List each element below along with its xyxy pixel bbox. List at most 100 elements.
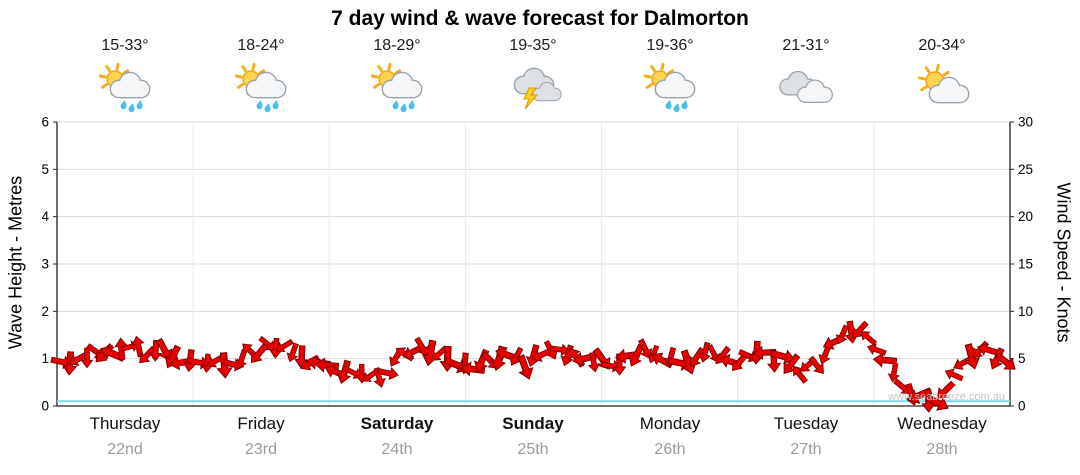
wind-arrow: [275, 338, 294, 353]
left-tick-label: 4: [41, 209, 49, 224]
wind-arrow: [234, 348, 248, 370]
wind-arrow: [698, 341, 711, 363]
left-tick-label: 1: [41, 351, 49, 366]
raindrops-icon: [392, 100, 415, 113]
wind-arrow: [139, 345, 157, 364]
weather-icon: [874, 60, 1010, 118]
day-column: 19-35° Sunday 25th: [465, 0, 601, 475]
wind-arrow: [250, 343, 269, 364]
wind-arrow: [286, 342, 299, 363]
day-name: Tuesday: [773, 414, 839, 433]
temp-range: 21-31°: [782, 37, 830, 54]
raindrops-icon: [120, 100, 143, 113]
temp-range: 19-36°: [646, 37, 694, 54]
day-column: 19-36° Monday 26th: [602, 0, 738, 475]
cloud-icon: [245, 71, 287, 99]
wind-arrow: [977, 342, 1000, 357]
cloud-icon: [797, 79, 833, 104]
wind-arrow: [628, 343, 645, 367]
day-name: Wednesday: [897, 414, 987, 433]
wind-arrow: [414, 336, 429, 357]
day-date: 24th: [381, 441, 413, 458]
day-column: 15-33° Thursday 22nd: [57, 0, 193, 475]
wind-arrow: [783, 353, 801, 375]
wind-arrow: [753, 345, 777, 360]
page-title: 7 day wind & wave forecast for Dalmorton: [331, 7, 749, 30]
day-column: 18-29° Saturday 24th: [329, 0, 465, 475]
day-name: Sunday: [502, 414, 564, 433]
left-tick-label: 5: [41, 162, 49, 177]
raindrops-icon: [256, 100, 279, 113]
day-column: 18-24° Friday 23rd: [193, 0, 329, 475]
wind-arrow: [376, 366, 399, 381]
weather-icon: [329, 60, 465, 118]
watermark: www.seabreeze.com.au: [887, 391, 1005, 403]
wind-arrow: [80, 347, 94, 369]
raindrops-icon: [665, 100, 688, 113]
weather-icon: [193, 60, 329, 118]
left-tick-label: 6: [41, 115, 49, 130]
weather-icon: [602, 60, 738, 118]
right-tick-label: 20: [1018, 209, 1033, 224]
cloud-icon: [928, 76, 970, 104]
wind-arrows: [50, 320, 1016, 413]
weather-icon: [57, 60, 193, 118]
wind-arrow: [860, 331, 877, 346]
cloud-icon: [109, 71, 151, 99]
day-name: Saturday: [360, 414, 434, 433]
wind-arrow: [964, 343, 981, 370]
day-date: 22nd: [107, 441, 143, 458]
wind-arrow: [887, 362, 900, 383]
right-tick-label: 15: [1018, 257, 1033, 272]
wind-arrow: [792, 365, 808, 384]
wind-arrow: [866, 343, 887, 356]
cloud-icon: [532, 81, 562, 102]
wind-arrow: [336, 359, 352, 385]
wind-arrow: [258, 335, 276, 351]
wind-arrow: [155, 337, 173, 361]
day-name: Thursday: [89, 414, 161, 433]
wind-arrow: [835, 324, 850, 345]
wind-arrow: [936, 380, 956, 399]
temp-range: 15-33°: [101, 37, 149, 54]
wind-arrow: [924, 394, 949, 411]
day-date: 27th: [790, 441, 822, 458]
wind-arrow: [689, 346, 706, 368]
day-name: Monday: [639, 414, 701, 433]
day-date: 25th: [517, 441, 549, 458]
wind-arrow: [373, 367, 386, 388]
wind-arrow: [872, 352, 898, 368]
wind-arrow: [587, 351, 601, 373]
left-tick-label: 3: [41, 257, 49, 272]
temp-range: 20-34°: [918, 37, 966, 54]
wind-arrow: [131, 335, 145, 358]
right-tick-label: 30: [1018, 115, 1033, 130]
wind-arrow: [509, 346, 524, 366]
wind-arrow: [944, 368, 964, 382]
right-tick-label: 10: [1018, 304, 1033, 319]
wind-arrow: [114, 337, 129, 361]
wind-arrow: [549, 343, 570, 357]
wind-arrow: [637, 338, 653, 360]
cloud-icon: [654, 71, 696, 99]
left-tick-label: 2: [41, 304, 49, 319]
wind-arrow: [808, 355, 824, 374]
temp-range: 18-29°: [373, 37, 421, 54]
wind-arrow: [431, 345, 448, 361]
weather-icon: [738, 60, 874, 118]
temp-range: 18-24°: [237, 37, 285, 54]
cloud-icon: [381, 71, 423, 99]
right-tick-label: 0: [1018, 399, 1026, 414]
right-tick-label: 5: [1018, 351, 1026, 366]
left-tick-label: 0: [41, 399, 49, 414]
weather-icon: [465, 60, 601, 118]
wind-arrow: [852, 320, 869, 339]
wind-arrow: [517, 354, 534, 380]
day-column: 20-34° Wednesday 28th: [874, 0, 1010, 475]
day-date: 23rd: [244, 441, 278, 458]
temp-range: 19-35°: [509, 37, 557, 54]
day-name: Friday: [237, 414, 285, 433]
day-date: 28th: [926, 441, 958, 458]
